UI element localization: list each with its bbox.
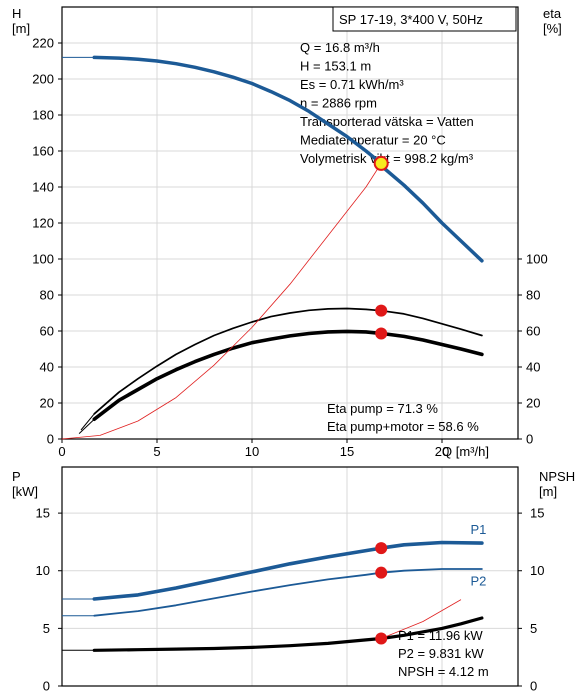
- y-axis-label-right: eta [%]: [543, 6, 562, 36]
- series-line-p1: [92, 540, 484, 601]
- operating-point: [375, 327, 388, 340]
- y-tick-label-right: 0: [526, 432, 533, 447]
- operating-point-head: [373, 155, 389, 171]
- y-tick-label-left: 60: [40, 324, 54, 339]
- y-tick-label-left: 15: [36, 506, 50, 521]
- y-tick-label-left: 0: [47, 432, 54, 447]
- x-tick-label: 0: [58, 444, 65, 459]
- annotation: Eta pump+motor = 58.6 %: [327, 419, 479, 434]
- operating-point: [375, 542, 388, 555]
- y-tick-label-left: 160: [32, 144, 54, 159]
- series-line-eta-extension: [80, 413, 95, 431]
- y-tick-label-left: 120: [32, 216, 54, 231]
- series-line-p2: [93, 568, 483, 617]
- info-line: H = 153.1 m: [300, 59, 371, 74]
- annotation: NPSH = 4.12 m: [398, 664, 489, 679]
- operating-point: [375, 304, 388, 317]
- y-tick-label-right: 40: [526, 360, 540, 375]
- y-tick-label-left: 5: [43, 621, 50, 636]
- y-tick-label-left: 40: [40, 360, 54, 375]
- y-tick-label-left: 20: [40, 396, 54, 411]
- annotation: P1 = 11.96 kW: [398, 628, 483, 643]
- x-tick-label: 20: [435, 444, 449, 459]
- curve-label-p1: P1: [471, 522, 487, 537]
- series-line-npsh: [92, 616, 484, 652]
- y-tick-label-right: 0: [530, 679, 537, 694]
- info-line: Q = 16.8 m³/h: [300, 40, 380, 55]
- info-line: Es = 0.71 kWh/m³: [300, 77, 404, 92]
- y-tick-label-left: 10: [36, 563, 50, 578]
- y-tick-label-left: 100: [32, 252, 54, 267]
- chart-title: SP 17-19, 3*400 V, 50Hz: [339, 12, 483, 27]
- y-tick-label-right: 100: [526, 252, 548, 267]
- series-line-eta: [93, 307, 483, 415]
- series-line-system: [61, 156, 386, 440]
- y-axis-label-left: H [m]: [12, 6, 30, 36]
- y-axis-label-left: P [kW]: [12, 469, 38, 499]
- y-tick-label-left: 80: [40, 288, 54, 303]
- info-line: Mediatemperatur = 20 °C: [300, 133, 446, 148]
- y-tick-label-right: 60: [526, 324, 540, 339]
- y-tick-label-left: 0: [43, 679, 50, 694]
- series-line-eta: [92, 329, 484, 421]
- y-tick-label-right: 20: [526, 396, 540, 411]
- head-efficiency-panel: 0204060801001201401601802002200204060801…: [12, 6, 562, 459]
- y-tick-label-right: 10: [530, 563, 544, 578]
- y-tick-label-left: 200: [32, 72, 54, 87]
- annotation: Eta pump = 71.3 %: [327, 401, 438, 416]
- operating-point: [375, 632, 388, 645]
- y-tick-label-right: 5: [530, 621, 537, 636]
- x-axis-label: Q [m³/h]: [442, 444, 489, 459]
- x-tick-label: 10: [245, 444, 259, 459]
- operating-point: [375, 566, 388, 579]
- y-tick-label-left: 140: [32, 180, 54, 195]
- x-tick-label: 15: [340, 444, 354, 459]
- info-line: Transporterad vätska = Vatten: [300, 114, 474, 129]
- y-tick-label-right: 15: [530, 506, 544, 521]
- y-tick-label-right: 80: [526, 288, 540, 303]
- power-npsh-panel: 0 5 10 15 0 5 10 15 P [kW] NPSH [m] P1 P2 P1 = 11.96 k…: [12, 466, 575, 694]
- annotation: P2 = 9.831 kW: [398, 646, 484, 661]
- info-line: n = 2886 rpm: [300, 96, 377, 111]
- curve-label-p2: P2: [471, 574, 487, 589]
- x-tick-label: 5: [153, 444, 160, 459]
- series-line-eta-motor-extension: [78, 418, 95, 434]
- plot-frame: [61, 466, 519, 687]
- y-tick-label-left: 180: [32, 108, 54, 123]
- series-line-system: [381, 599, 462, 639]
- chart-title-box: [332, 6, 517, 32]
- y-tick-label-left: 220: [32, 36, 54, 51]
- y-axis-label-right: NPSH [m]: [539, 469, 575, 499]
- series-line-head: [92, 55, 484, 263]
